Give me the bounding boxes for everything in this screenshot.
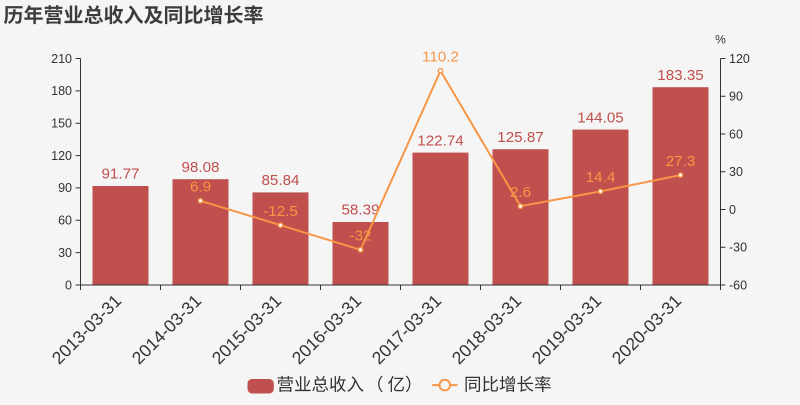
svg-text:60: 60 [58,214,72,228]
svg-text:144.05: 144.05 [577,109,623,126]
svg-text:91.77: 91.77 [101,166,139,183]
svg-text:27.3: 27.3 [666,153,696,170]
svg-text:30: 30 [729,165,743,179]
svg-text:6.9: 6.9 [190,179,211,196]
svg-text:60: 60 [729,127,743,141]
svg-text:125.87: 125.87 [497,129,543,146]
svg-text:0: 0 [65,278,72,292]
svg-text:110.2: 110.2 [422,49,459,66]
svg-text:-30: -30 [729,241,747,255]
svg-text:120: 120 [729,52,750,66]
svg-text:183.35: 183.35 [657,67,703,84]
svg-text:120: 120 [51,149,72,163]
svg-text:-32: -32 [350,228,372,245]
svg-text:90: 90 [729,90,743,104]
svg-text:2.6: 2.6 [510,184,531,201]
svg-text:0: 0 [729,203,736,217]
svg-text:150: 150 [51,117,72,131]
svg-text:85.84: 85.84 [261,172,299,189]
svg-text:180: 180 [51,84,72,98]
svg-text:90: 90 [58,181,72,195]
svg-text:30: 30 [58,246,72,260]
svg-text:14.4: 14.4 [586,169,616,186]
svg-text:-60: -60 [729,278,747,292]
svg-text:-12.5: -12.5 [263,203,298,220]
svg-text:%: % [715,32,726,46]
svg-text:58.39: 58.39 [341,202,379,219]
svg-text:98.08: 98.08 [181,159,219,176]
svg-text:210: 210 [51,52,72,66]
svg-text:122.74: 122.74 [417,132,463,149]
